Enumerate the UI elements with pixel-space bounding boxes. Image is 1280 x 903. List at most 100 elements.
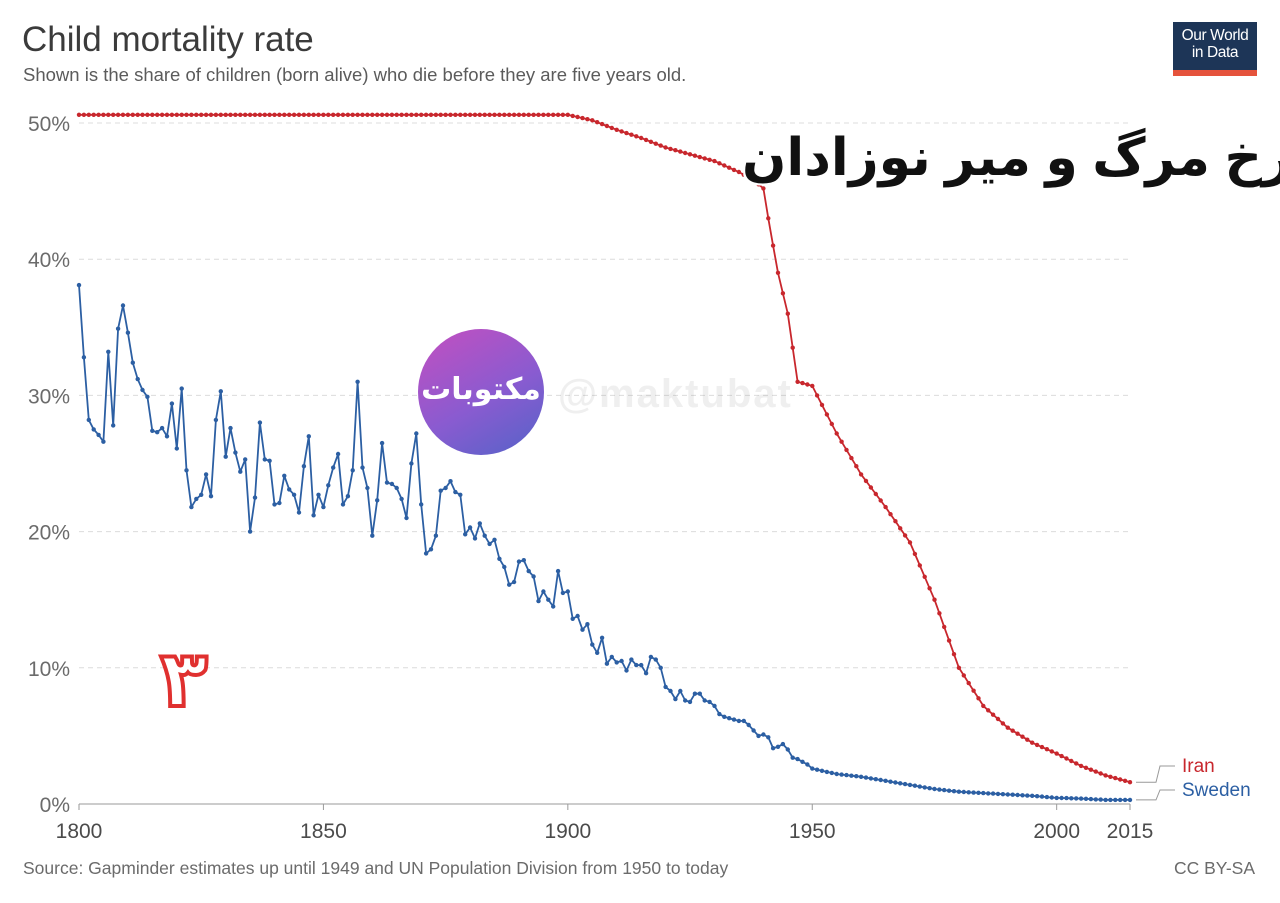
x-tick-label: 2000 <box>1033 820 1080 843</box>
data-point <box>990 791 996 796</box>
page-number: ۳ <box>158 635 210 723</box>
data-point <box>463 532 468 537</box>
data-point <box>252 112 258 118</box>
data-point <box>267 112 272 118</box>
data-point <box>937 611 942 616</box>
data-point <box>487 541 492 547</box>
data-point <box>575 613 580 619</box>
data-point <box>218 112 223 118</box>
data-point <box>995 791 1001 797</box>
data-point <box>360 112 365 118</box>
data-point <box>384 112 390 118</box>
data-point <box>423 551 429 556</box>
data-point <box>648 654 654 660</box>
data-point <box>507 582 512 587</box>
data-point <box>140 387 145 393</box>
data-point <box>428 112 434 118</box>
data-point <box>115 112 121 118</box>
data-point <box>233 112 238 118</box>
data-point <box>472 536 478 541</box>
data-point <box>1093 769 1099 774</box>
data-point <box>907 540 913 545</box>
data-point <box>741 718 746 724</box>
data-point <box>868 776 874 781</box>
data-point <box>785 311 790 316</box>
data-point <box>824 769 830 775</box>
data-point <box>179 386 184 391</box>
data-point <box>1010 792 1015 797</box>
data-point <box>1025 793 1030 798</box>
data-point <box>526 568 531 574</box>
x-tick-label: 1850 <box>300 820 347 843</box>
data-point <box>599 635 605 640</box>
data-point <box>1010 728 1015 733</box>
data-point <box>604 661 610 666</box>
data-point <box>345 494 351 499</box>
data-point <box>76 112 82 118</box>
data-point <box>590 118 595 123</box>
source-note[interactable]: Source: Gapminder estimates up until 194… <box>23 858 729 878</box>
data-point <box>516 559 522 564</box>
data-point <box>1039 794 1045 799</box>
data-point <box>497 112 502 118</box>
data-point <box>917 784 922 789</box>
data-point <box>262 112 267 118</box>
data-point <box>907 782 913 788</box>
data-point <box>448 112 453 118</box>
data-point <box>575 114 580 120</box>
data-point <box>414 431 419 436</box>
data-point <box>511 112 517 118</box>
data-point <box>262 457 267 462</box>
license-link[interactable]: CC BY-SA <box>1173 858 1255 878</box>
data-point <box>1064 795 1069 801</box>
data-point <box>287 112 292 118</box>
data-point <box>736 169 742 175</box>
data-point <box>692 691 698 696</box>
data-point <box>541 589 546 594</box>
data-point <box>140 112 145 118</box>
data-point <box>516 112 522 118</box>
data-point <box>1098 797 1103 802</box>
data-point <box>1074 761 1079 766</box>
data-point <box>1025 737 1030 742</box>
data-point <box>1069 796 1074 801</box>
data-point <box>555 568 561 574</box>
data-point <box>458 112 463 118</box>
owid-logo[interactable]: Our World in Data <box>1173 22 1257 76</box>
data-point <box>1083 796 1089 801</box>
data-point <box>86 112 92 118</box>
data-point <box>1069 758 1074 764</box>
data-point <box>893 780 898 785</box>
data-point <box>428 547 434 552</box>
data-point <box>687 152 693 157</box>
data-point <box>731 167 737 173</box>
data-point <box>316 112 321 118</box>
data-point <box>169 112 175 118</box>
data-point <box>86 417 92 423</box>
data-point <box>184 468 189 473</box>
data-point <box>619 129 624 134</box>
data-point <box>990 712 996 717</box>
data-point <box>414 112 419 118</box>
data-point <box>1118 797 1123 803</box>
data-point <box>272 502 277 507</box>
data-point <box>1044 747 1050 752</box>
data-point <box>795 756 800 762</box>
data-point <box>1064 756 1069 761</box>
data-point <box>1049 749 1055 754</box>
data-point <box>1000 721 1006 726</box>
data-point <box>477 112 482 118</box>
data-point <box>120 303 126 308</box>
chart-subtitle: Shown is the share of children (born ali… <box>23 64 687 85</box>
data-point <box>893 519 898 524</box>
data-point <box>419 112 424 118</box>
data-point <box>463 112 468 118</box>
data-point <box>663 684 668 690</box>
data-point <box>145 112 150 118</box>
data-point <box>164 434 170 439</box>
data-point <box>751 178 756 183</box>
data-point <box>81 112 87 118</box>
data-point <box>1113 797 1118 803</box>
data-point <box>81 355 87 360</box>
data-point <box>159 112 165 118</box>
